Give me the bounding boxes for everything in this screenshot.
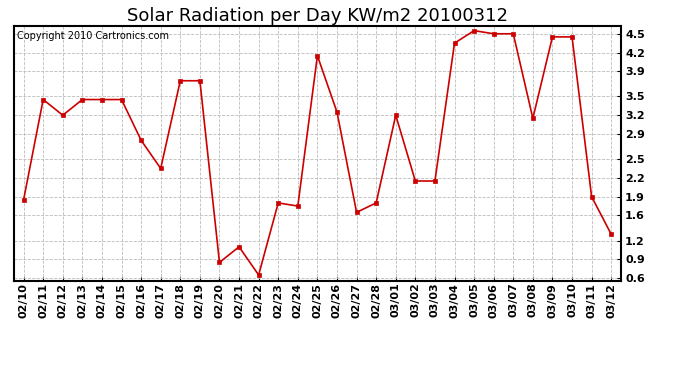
Title: Solar Radiation per Day KW/m2 20100312: Solar Radiation per Day KW/m2 20100312 bbox=[127, 7, 508, 25]
Text: Copyright 2010 Cartronics.com: Copyright 2010 Cartronics.com bbox=[17, 32, 169, 41]
